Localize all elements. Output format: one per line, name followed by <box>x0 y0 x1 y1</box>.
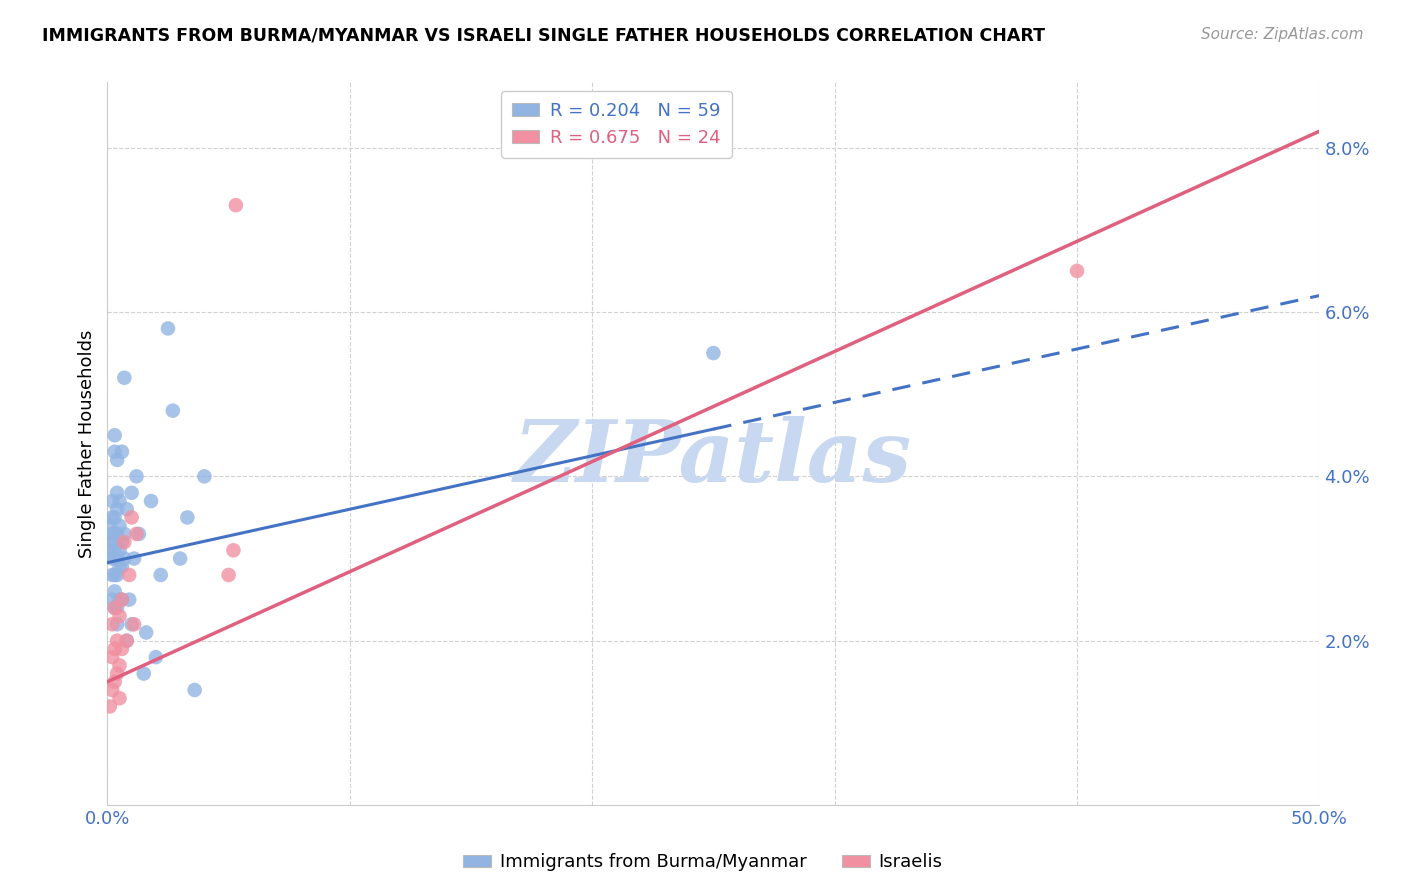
Point <box>115 633 138 648</box>
Point <box>104 568 127 582</box>
Legend: Immigrants from Burma/Myanmar, Israelis: Immigrants from Burma/Myanmar, Israelis <box>456 847 950 879</box>
Point <box>105 617 128 632</box>
Legend: R = 0.204   N = 59, R = 0.675   N = 24: R = 0.204 N = 59, R = 0.675 N = 24 <box>502 91 731 158</box>
Point <box>1066 264 1088 278</box>
Point <box>104 642 127 657</box>
Point <box>125 469 148 483</box>
Point <box>111 559 134 574</box>
Point <box>104 674 127 689</box>
Point <box>101 683 124 698</box>
Point <box>105 485 128 500</box>
Point <box>98 543 121 558</box>
Point <box>118 568 141 582</box>
Point <box>225 198 247 212</box>
Point <box>111 535 134 549</box>
Point <box>122 551 145 566</box>
Point <box>108 691 131 706</box>
Point <box>104 551 127 566</box>
Point <box>104 444 127 458</box>
Point <box>104 428 127 442</box>
Point <box>108 592 131 607</box>
Point <box>115 502 138 516</box>
Point <box>222 543 245 558</box>
Point <box>169 551 191 566</box>
Point <box>122 617 145 632</box>
Point <box>105 551 128 566</box>
Point <box>121 510 143 524</box>
Point <box>105 453 128 467</box>
Point <box>162 403 184 417</box>
Point <box>111 642 134 657</box>
Point <box>108 518 131 533</box>
Point <box>218 568 240 582</box>
Point <box>702 346 724 360</box>
Point <box>108 559 131 574</box>
Point <box>176 510 198 524</box>
Point <box>101 592 124 607</box>
Point <box>101 650 124 665</box>
Point <box>104 584 127 599</box>
Point <box>115 633 138 648</box>
Point <box>118 592 141 607</box>
Point <box>149 568 172 582</box>
Text: IMMIGRANTS FROM BURMA/MYANMAR VS ISRAELI SINGLE FATHER HOUSEHOLDS CORRELATION CH: IMMIGRANTS FROM BURMA/MYANMAR VS ISRAELI… <box>42 27 1045 45</box>
Point <box>135 625 157 640</box>
Point <box>101 551 124 566</box>
Point <box>98 518 121 533</box>
Point <box>104 535 127 549</box>
Point <box>108 609 131 624</box>
Point <box>108 494 131 508</box>
Point <box>111 592 134 607</box>
Point <box>101 510 124 524</box>
Point <box>101 494 124 508</box>
Point <box>98 699 121 714</box>
Point <box>104 600 127 615</box>
Point <box>105 502 128 516</box>
Point <box>105 568 128 582</box>
Point <box>125 527 148 541</box>
Point <box>139 494 162 508</box>
Point <box>101 535 124 549</box>
Point <box>105 600 128 615</box>
Point <box>111 444 134 458</box>
Point <box>104 543 127 558</box>
Point <box>101 568 124 582</box>
Point <box>183 683 205 698</box>
Point <box>112 527 135 541</box>
Point <box>105 527 128 541</box>
Point <box>121 617 143 632</box>
Point <box>193 469 215 483</box>
Point <box>128 527 150 541</box>
Point <box>104 510 127 524</box>
Point <box>101 527 124 541</box>
Point <box>112 370 135 384</box>
Point <box>108 543 131 558</box>
Point <box>145 650 167 665</box>
Point <box>112 535 135 549</box>
Point <box>156 321 179 335</box>
Text: ZIPatlas: ZIPatlas <box>515 417 912 500</box>
Point <box>104 600 127 615</box>
Point <box>105 633 128 648</box>
Y-axis label: Single Father Households: Single Father Households <box>79 329 96 558</box>
Point <box>111 592 134 607</box>
Point <box>132 666 155 681</box>
Point <box>105 666 128 681</box>
Text: Source: ZipAtlas.com: Source: ZipAtlas.com <box>1201 27 1364 42</box>
Point <box>101 617 124 632</box>
Point <box>104 527 127 541</box>
Point <box>112 551 135 566</box>
Point <box>121 485 143 500</box>
Point <box>108 658 131 673</box>
